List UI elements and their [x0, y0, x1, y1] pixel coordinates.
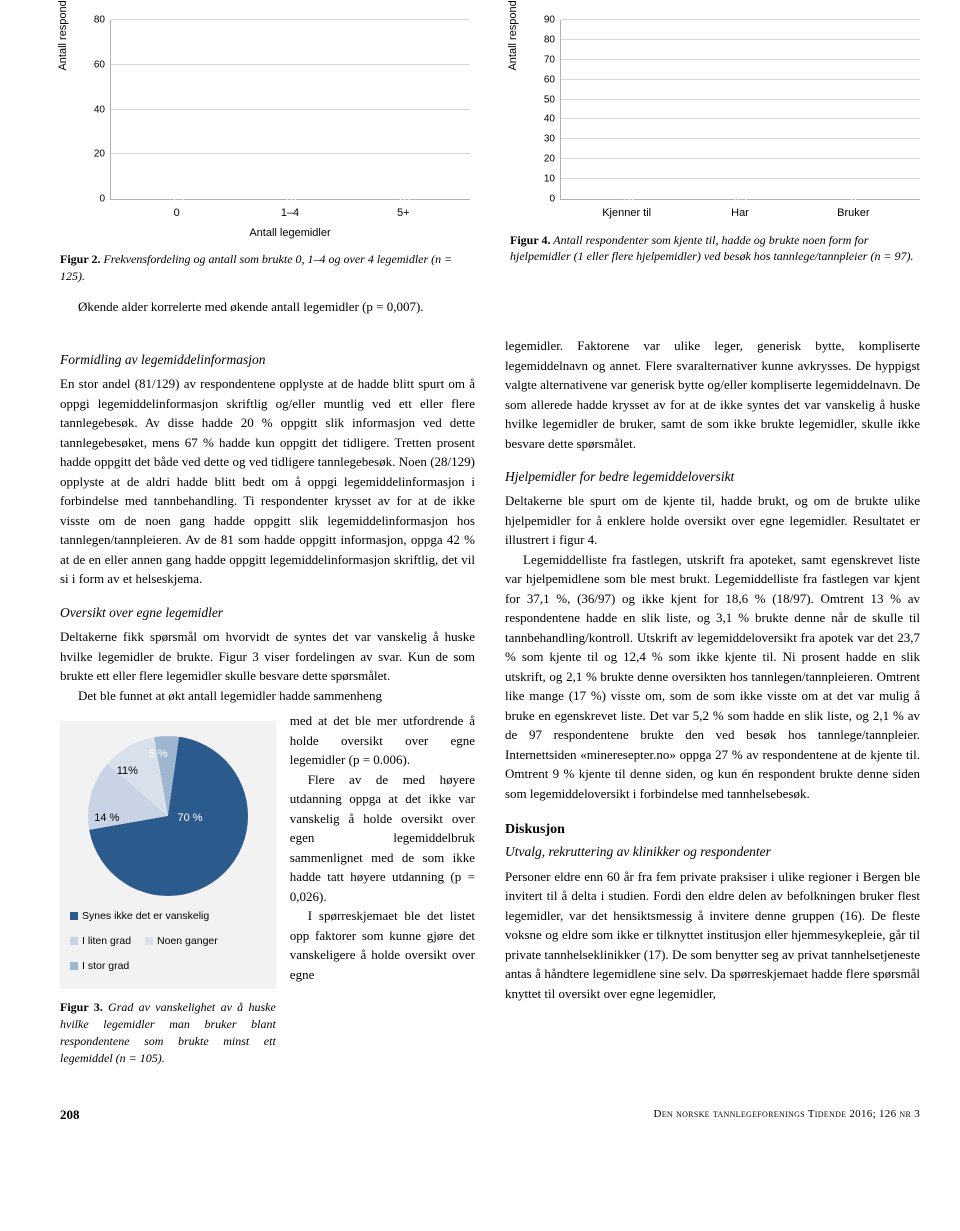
chart4-y-ticks: 0102030405060708090 — [531, 20, 559, 199]
heading-diskusjon: Diskusjon — [505, 819, 920, 840]
pie-label-70: 70 % — [177, 810, 202, 827]
page-footer: 208 Den norske tannlegeforenings Tidende… — [60, 1097, 920, 1125]
fig4-text: Antall respondenter som kjente til, hadd… — [510, 233, 914, 264]
pie-block: 70 % 14 % 11% 5 % Synes ikke det er vans… — [60, 721, 276, 989]
figure-3-caption: Figur 3. Grad av vanskelighet av å huske… — [60, 999, 276, 1066]
chart2-bars: 257426 — [111, 20, 470, 199]
chart4-bars: 78458 — [561, 20, 920, 199]
para-det-ble-a: Det ble funnet at økt antall legemidler … — [60, 686, 475, 706]
journal-ref: Den norske tannlegeforenings Tidende 201… — [653, 1106, 920, 1123]
para-det-ble-rest: med at det ble mer utfordrende å holde o… — [290, 713, 475, 767]
page-number: 208 — [60, 1105, 80, 1125]
figure-2-caption: Figur 2. Frekvensfordeling og antall som… — [60, 251, 470, 285]
fig4-label: Figur 4. — [510, 233, 550, 247]
right-column: legemidler. Faktorene var ulike leger, g… — [505, 336, 920, 1067]
para-formidling: En stor andel (81/129) av respondentene … — [60, 374, 475, 589]
chart2-y-label: Antall respondenter — [55, 0, 72, 70]
pie-chart: 70 % 14 % 11% 5 % — [88, 736, 248, 896]
figure-3-block: 70 % 14 % 11% 5 % Synes ikke det er vans… — [60, 711, 276, 1067]
pie-label-14: 14 % — [94, 810, 119, 827]
para-oversikt-1: Deltakerne fikk spørsmål om hvorvidt de … — [60, 627, 475, 686]
legend-item: Synes ikke det er vanskelig — [70, 908, 209, 925]
chart2-y-ticks: 020406080 — [81, 20, 109, 199]
pie-wrap: 70 % 14 % 11% 5 % — [70, 736, 266, 896]
fig2-label: Figur 2. — [60, 252, 100, 266]
legend-item: I stor grad — [70, 958, 129, 975]
heading-formidling: Formidling av legemiddelinformasjon — [60, 350, 475, 370]
top-charts-row: Antall respondenter 020406080 257426 01–… — [60, 20, 920, 316]
left-column: Formidling av legemiddelinformasjon En s… — [60, 336, 475, 1067]
two-column-body: Formidling av legemiddelinformasjon En s… — [60, 336, 920, 1067]
para-personer-eldre: Personer eldre enn 60 år fra fem private… — [505, 867, 920, 1004]
para-legemidler-faktorene: legemidler. Faktorene var ulike leger, g… — [505, 336, 920, 453]
pie-legend: Synes ikke det er vanskelig I liten grad N… — [70, 908, 266, 974]
figure-4-block: Antall respondenter 0102030405060708090 … — [510, 20, 920, 316]
para-legemiddelliste: Legemiddelliste fra fastlegen, utskrift … — [505, 550, 920, 804]
pie-label-11: 11% — [117, 763, 138, 780]
para-okende-alder: Økende alder korrelerte med økende antal… — [60, 297, 470, 317]
heading-utvalg: Utvalg, rekruttering av klinikker og res… — [505, 842, 920, 862]
chart2-x-title: Antall legemidler — [110, 225, 470, 242]
chart2: Antall respondenter 020406080 257426 — [110, 20, 470, 200]
heading-hjelpemidler: Hjelpemidler for bedre legemiddeloversik… — [505, 467, 920, 487]
legend-item: I liten grad — [70, 933, 131, 950]
fig2-text: Frekvensfordeling og antall som brukte 0… — [60, 252, 452, 283]
pie-label-5: 5 % — [149, 746, 168, 763]
para-deltakerne: Deltakerne ble spurt om de kjente til, h… — [505, 491, 920, 550]
figure-4-caption: Figur 4. Antall respondenter som kjente … — [510, 232, 920, 266]
chart4: Antall respondenter 0102030405060708090 … — [560, 20, 920, 200]
fig3-label: Figur 3. — [60, 1000, 103, 1014]
chart4-y-label: Antall respondenter — [505, 0, 522, 70]
float-wrap: Det ble funnet at økt antall legemidler … — [60, 686, 475, 1067]
legend-item: Noen ganger — [145, 933, 218, 950]
figure-2-block: Antall respondenter 020406080 257426 01–… — [60, 20, 470, 316]
heading-oversikt: Oversikt over egne legemidler — [60, 603, 475, 623]
